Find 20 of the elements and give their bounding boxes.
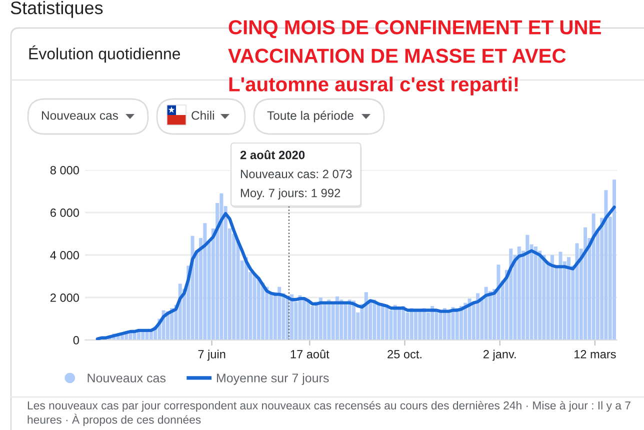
y-tick-label: 2 000 bbox=[50, 294, 79, 302]
x-tick-label: 2 janv. bbox=[483, 350, 516, 361]
annotation: 2 août 2020 Nouveaux cas: 2 073 Moy. 7 jours: 1 992 bbox=[240, 150, 352, 200]
text: Toute la période bbox=[267, 110, 354, 122]
y-tick-label: 8 000 bbox=[50, 166, 79, 174]
y-tick-label: 4 000 bbox=[50, 251, 79, 260]
legend-label: Nouveaux cas bbox=[88, 374, 166, 382]
text: Nouveaux cas bbox=[42, 111, 118, 120]
x-tick-label: 12 mars bbox=[574, 350, 616, 358]
chart-title: Évolution quotidienne bbox=[29, 45, 180, 63]
x-tick-label: 25 oct. bbox=[388, 350, 422, 358]
y-tick-label: 6 000 bbox=[50, 208, 79, 217]
x-tick-label: 7 juin bbox=[198, 350, 226, 361]
text: Les nouveaux cas par jour correspondent aux nouveaux cas recensés au cours des dernières 24h · Mise à jour : Il y a 7 heures · À propos de ces données bbox=[28, 401, 630, 426]
text: CINQ MOIS DE CONFINEMENT ET UNE VACCINATION DE MASSE ET AVEC L'automne ausral c'est reparti! bbox=[228, 20, 601, 96]
legend-label: Moyenne sur 7 jours bbox=[216, 373, 329, 385]
text: Statistiques bbox=[10, 1, 103, 18]
text: Chili bbox=[192, 110, 214, 120]
y-tick-label: 0 bbox=[73, 336, 79, 344]
x-tick-label: 17 août bbox=[290, 350, 330, 358]
